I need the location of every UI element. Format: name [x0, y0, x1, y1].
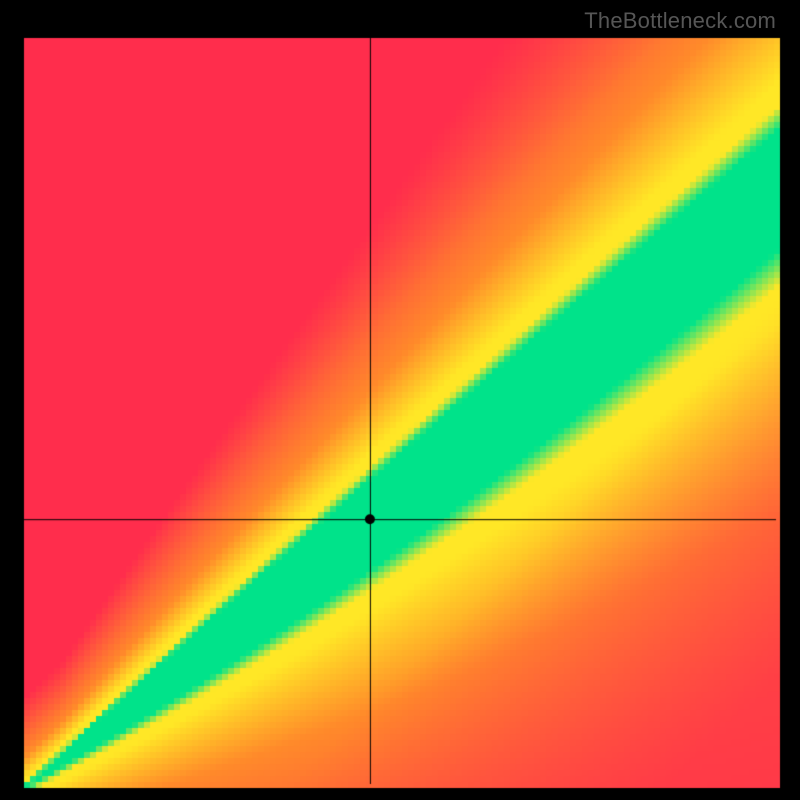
- bottleneck-heatmap: [0, 0, 800, 800]
- watermark-text: TheBottleneck.com: [584, 8, 776, 34]
